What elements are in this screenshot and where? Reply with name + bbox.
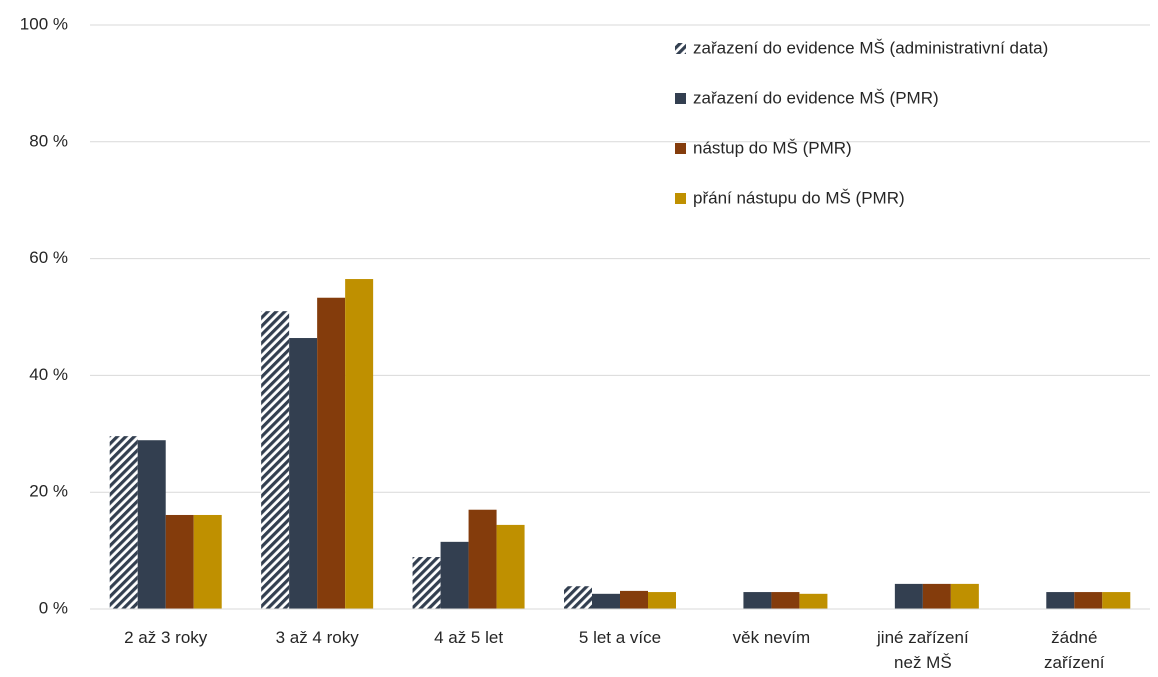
bar	[496, 524, 525, 609]
bar	[440, 541, 469, 609]
legend-label: zařazení do evidence MŠ (administrativní…	[693, 38, 1048, 57]
y-tick-label: 80 %	[29, 131, 68, 150]
x-tick-label: jiné zařízení než MŠ	[876, 628, 969, 672]
y-tick-label: 20 %	[29, 482, 68, 501]
bar	[109, 436, 138, 609]
bar	[412, 557, 441, 609]
legend-swatch	[675, 93, 686, 104]
bar	[620, 590, 648, 609]
y-tick-label: 100 %	[20, 14, 68, 33]
y-tick-label: 60 %	[29, 248, 68, 267]
bar	[1074, 592, 1103, 609]
bar	[592, 593, 620, 609]
bar	[165, 514, 194, 609]
x-tick-label: 3 až 4 roky	[276, 628, 360, 647]
bar	[289, 338, 318, 609]
x-tick-label: 2 až 3 roky	[124, 628, 208, 647]
bar	[950, 583, 979, 609]
bar	[1046, 592, 1075, 609]
bar	[317, 297, 346, 609]
legend-swatch	[675, 193, 686, 204]
bar	[193, 514, 222, 609]
bar	[345, 279, 374, 609]
bar	[894, 583, 923, 609]
bar	[648, 592, 676, 609]
legend-swatch	[675, 143, 686, 154]
bar	[922, 583, 951, 609]
y-tick-label: 0 %	[39, 598, 68, 617]
bar	[261, 311, 290, 609]
bar	[799, 593, 828, 609]
legend-label: zařazení do evidence MŠ (PMR)	[693, 88, 939, 107]
legend-label: nástup do MŠ (PMR)	[693, 138, 852, 157]
x-tick-label: věk nevím	[733, 628, 810, 647]
x-tick-label: 4 až 5 let	[434, 628, 503, 647]
bar	[743, 592, 772, 609]
x-tick-label: žádné zařízení	[1044, 628, 1105, 672]
x-tick-label: 5 let a více	[579, 628, 661, 647]
bar	[137, 440, 166, 609]
y-tick-label: 40 %	[29, 365, 68, 384]
bar	[468, 509, 497, 609]
bar	[1102, 592, 1131, 609]
bar	[564, 586, 592, 609]
legend-label: přání nástupu do MŠ (PMR)	[693, 188, 905, 207]
legend-swatch	[675, 43, 686, 54]
bar	[771, 592, 800, 609]
